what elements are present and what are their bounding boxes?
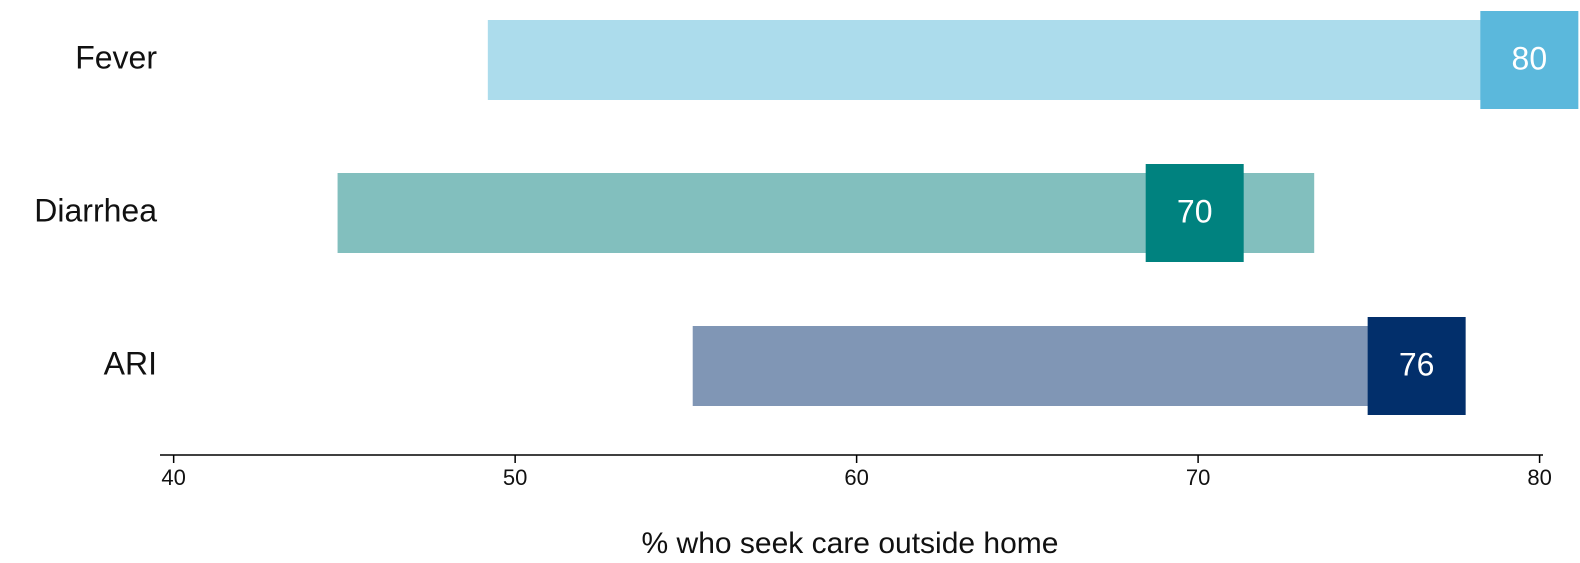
x-tick-label: 80 — [1527, 465, 1551, 490]
category-label: Fever — [75, 39, 157, 75]
value-label: 70 — [1177, 193, 1213, 229]
value-marker — [1480, 11, 1579, 109]
category-label: Diarrhea — [34, 192, 157, 228]
x-tick-label: 70 — [1186, 465, 1210, 490]
category-label: ARI — [104, 345, 157, 381]
range-bar — [487, 20, 1540, 100]
value-label: 80 — [1512, 40, 1548, 76]
value-label: 76 — [1399, 346, 1435, 382]
range-bar — [692, 326, 1465, 406]
value-marker — [1145, 164, 1244, 262]
x-tick-label: 40 — [161, 465, 185, 490]
x-tick-label: 60 — [844, 465, 868, 490]
value-marker — [1367, 317, 1466, 415]
x-axis-label: % who seek care outside home — [642, 527, 1059, 560]
x-tick-label: 50 — [503, 465, 527, 490]
